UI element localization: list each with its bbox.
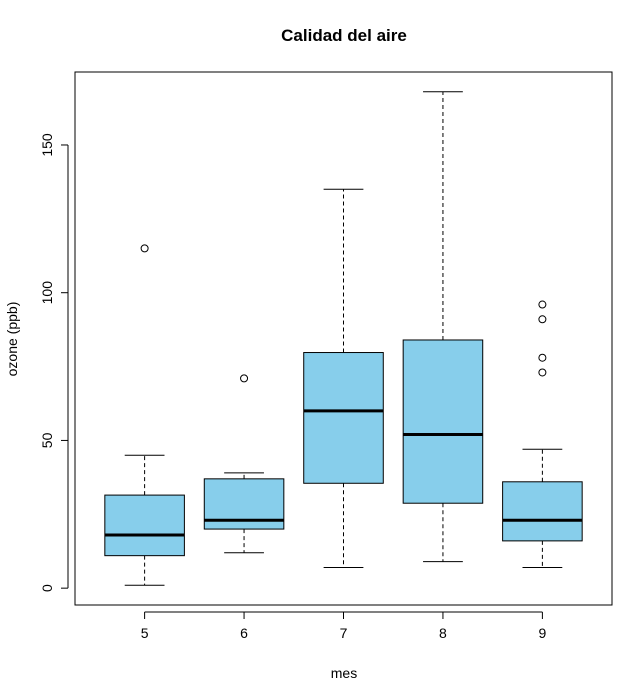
x-tick-label: 9 bbox=[538, 625, 546, 641]
y-axis-label: ozone (ppb) bbox=[4, 302, 20, 377]
box-9 bbox=[502, 481, 583, 542]
outlier-point bbox=[538, 368, 547, 377]
outlier-point bbox=[538, 353, 547, 362]
outlier-point bbox=[538, 315, 547, 324]
outlier-point bbox=[538, 300, 547, 309]
x-axis-label: mes bbox=[331, 665, 357, 681]
box-7 bbox=[303, 352, 384, 484]
plot-frame bbox=[74, 71, 613, 606]
x-tick-label: 6 bbox=[240, 625, 248, 641]
box-8 bbox=[402, 339, 484, 504]
x-tick-label: 7 bbox=[340, 625, 348, 641]
chart-title: Calidad del aire bbox=[281, 26, 407, 45]
outlier-point bbox=[240, 374, 249, 383]
x-tick-label: 5 bbox=[141, 625, 149, 641]
y-tick-label: 100 bbox=[39, 281, 55, 305]
y-tick-label: 150 bbox=[39, 133, 55, 157]
outlier-point bbox=[140, 244, 149, 253]
y-tick-label: 0 bbox=[39, 584, 55, 592]
x-tick-label: 8 bbox=[439, 625, 447, 641]
box-5 bbox=[104, 494, 185, 557]
y-tick-label: 50 bbox=[39, 432, 55, 448]
